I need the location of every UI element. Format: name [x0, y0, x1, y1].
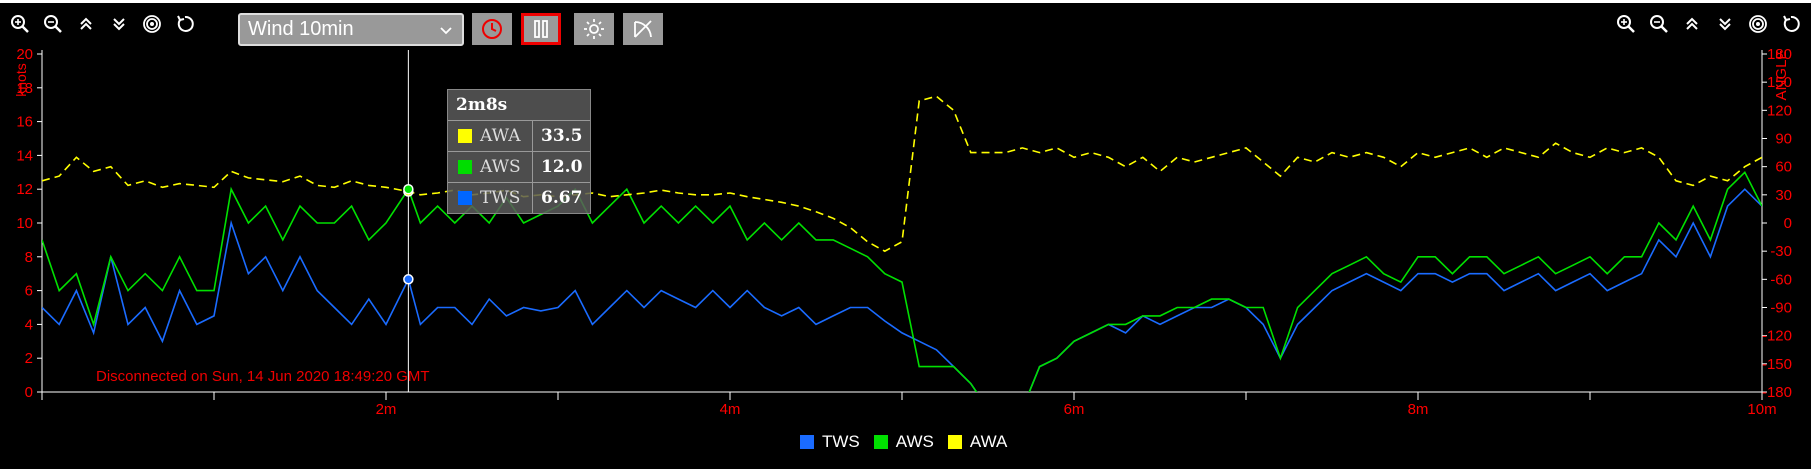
y2-tick-label: 120	[1767, 102, 1792, 119]
crosshair-point-aws	[403, 183, 414, 195]
y2-tick-label: 180	[1767, 46, 1792, 63]
y2-tick-label: 0	[1784, 215, 1792, 232]
x-tick-label: 10m	[1747, 401, 1776, 418]
zoom-in-icon[interactable]	[10, 14, 30, 34]
tooltip-value: 6.67	[532, 183, 590, 213]
y2-tick-label: 60	[1775, 159, 1792, 176]
zoom-in-icon[interactable]	[1616, 14, 1636, 34]
scale-icon	[634, 20, 652, 38]
target-icon[interactable]	[142, 14, 162, 34]
legend-swatch	[800, 435, 814, 449]
tooltip-series-name: TWS	[480, 188, 521, 208]
tooltip-row: AWA 33.5	[448, 120, 590, 151]
connection-status: Disconnected on Sun, 14 Jun 2020 18:49:2…	[96, 368, 430, 385]
scale-button[interactable]	[623, 13, 663, 45]
toolbar-right	[1616, 14, 1801, 34]
chevrons-down-icon[interactable]	[1715, 14, 1735, 34]
zoom-out-icon[interactable]	[1649, 14, 1669, 34]
y2-axis-title: ANGLE	[1773, 50, 1790, 101]
x-tick-label: 8m	[1408, 401, 1429, 418]
reset-icon[interactable]	[1781, 14, 1801, 34]
y2-tick-label: -30	[1770, 243, 1792, 260]
y-axis-title: knots	[13, 63, 29, 96]
y-tick-label: 8	[25, 249, 33, 266]
pause-icon	[534, 20, 548, 38]
chevrons-down-icon[interactable]	[109, 14, 129, 34]
y-tick-label: 16	[16, 114, 33, 131]
tooltip-swatch	[458, 160, 472, 174]
y-tick-label: 4	[25, 316, 33, 333]
legend-label: TWS	[822, 432, 860, 451]
legend-item-aws[interactable]: AWS	[873, 432, 934, 452]
y2-tick-label: 150	[1767, 74, 1792, 91]
chevron-down-icon	[440, 26, 452, 34]
tooltip-series-name: AWA	[480, 126, 521, 146]
legend-item-tws[interactable]: TWS	[800, 432, 860, 452]
tooltip-value: 12.0	[532, 152, 590, 182]
legend-swatch	[873, 435, 888, 449]
y2-tick-label: -180	[1762, 384, 1792, 401]
pause-button[interactable]	[521, 13, 561, 45]
y-tick-label: 12	[16, 181, 33, 198]
y2-tick-label: 90	[1775, 131, 1792, 148]
series-line-aws	[42, 170, 1762, 392]
dataset-select-value: Wind 10min	[248, 18, 354, 40]
legend-label: AWS	[895, 432, 934, 451]
y-tick-label: 14	[16, 147, 33, 164]
tooltip-swatch	[458, 129, 472, 143]
tooltip-value: 33.5	[532, 121, 590, 151]
x-tick-label: 2m	[376, 401, 397, 418]
tooltip-title: 2m8s	[456, 95, 508, 115]
legend-swatch	[947, 435, 962, 449]
history-button[interactable]	[472, 13, 512, 45]
series-line-awa	[42, 95, 1762, 253]
x-tick-label: 6m	[1064, 401, 1085, 418]
hover-tooltip: 2m8s AWA 33.5 AWS 12.0 TWS 6.67	[447, 89, 591, 214]
y2-tick-label: -150	[1762, 356, 1792, 373]
y2-tick-label: -60	[1770, 271, 1792, 288]
zoom-out-icon[interactable]	[43, 14, 63, 34]
y2-tick-label: 30	[1775, 187, 1792, 204]
legend-label: AWA	[969, 432, 1008, 451]
toolbar-left	[10, 14, 195, 34]
x-tick-label: 4m	[720, 401, 741, 418]
y-tick-label: 6	[25, 283, 33, 300]
top-border	[0, 0, 1811, 3]
brightness-button[interactable]	[574, 13, 614, 45]
chevrons-up-icon[interactable]	[76, 14, 96, 34]
y-tick-label: 2	[25, 350, 33, 367]
series-line-tws	[42, 188, 1762, 392]
y2-tick-label: -120	[1762, 328, 1792, 345]
clock-icon	[482, 19, 502, 39]
tooltip-swatch	[458, 191, 472, 205]
reset-icon[interactable]	[175, 14, 195, 34]
y2-tick-label: -90	[1770, 300, 1792, 317]
brightness-icon	[584, 19, 604, 39]
chart-legend: TWS AWS AWA	[800, 432, 1007, 452]
dataset-select[interactable]: Wind 10min	[238, 13, 464, 46]
target-icon[interactable]	[1748, 14, 1768, 34]
y-tick-label: 18	[16, 80, 33, 97]
legend-item-awa[interactable]: AWA	[947, 432, 1008, 452]
tooltip-series-name: AWS	[480, 157, 521, 177]
y-tick-label: 0	[25, 384, 33, 401]
chevrons-up-icon[interactable]	[1682, 14, 1702, 34]
y-tick-label: 20	[16, 46, 33, 63]
tooltip-row: AWS 12.0	[448, 151, 590, 182]
tooltip-row: TWS 6.67	[448, 182, 590, 213]
y-tick-label: 10	[16, 215, 33, 232]
crosshair-point-tws	[403, 274, 414, 285]
